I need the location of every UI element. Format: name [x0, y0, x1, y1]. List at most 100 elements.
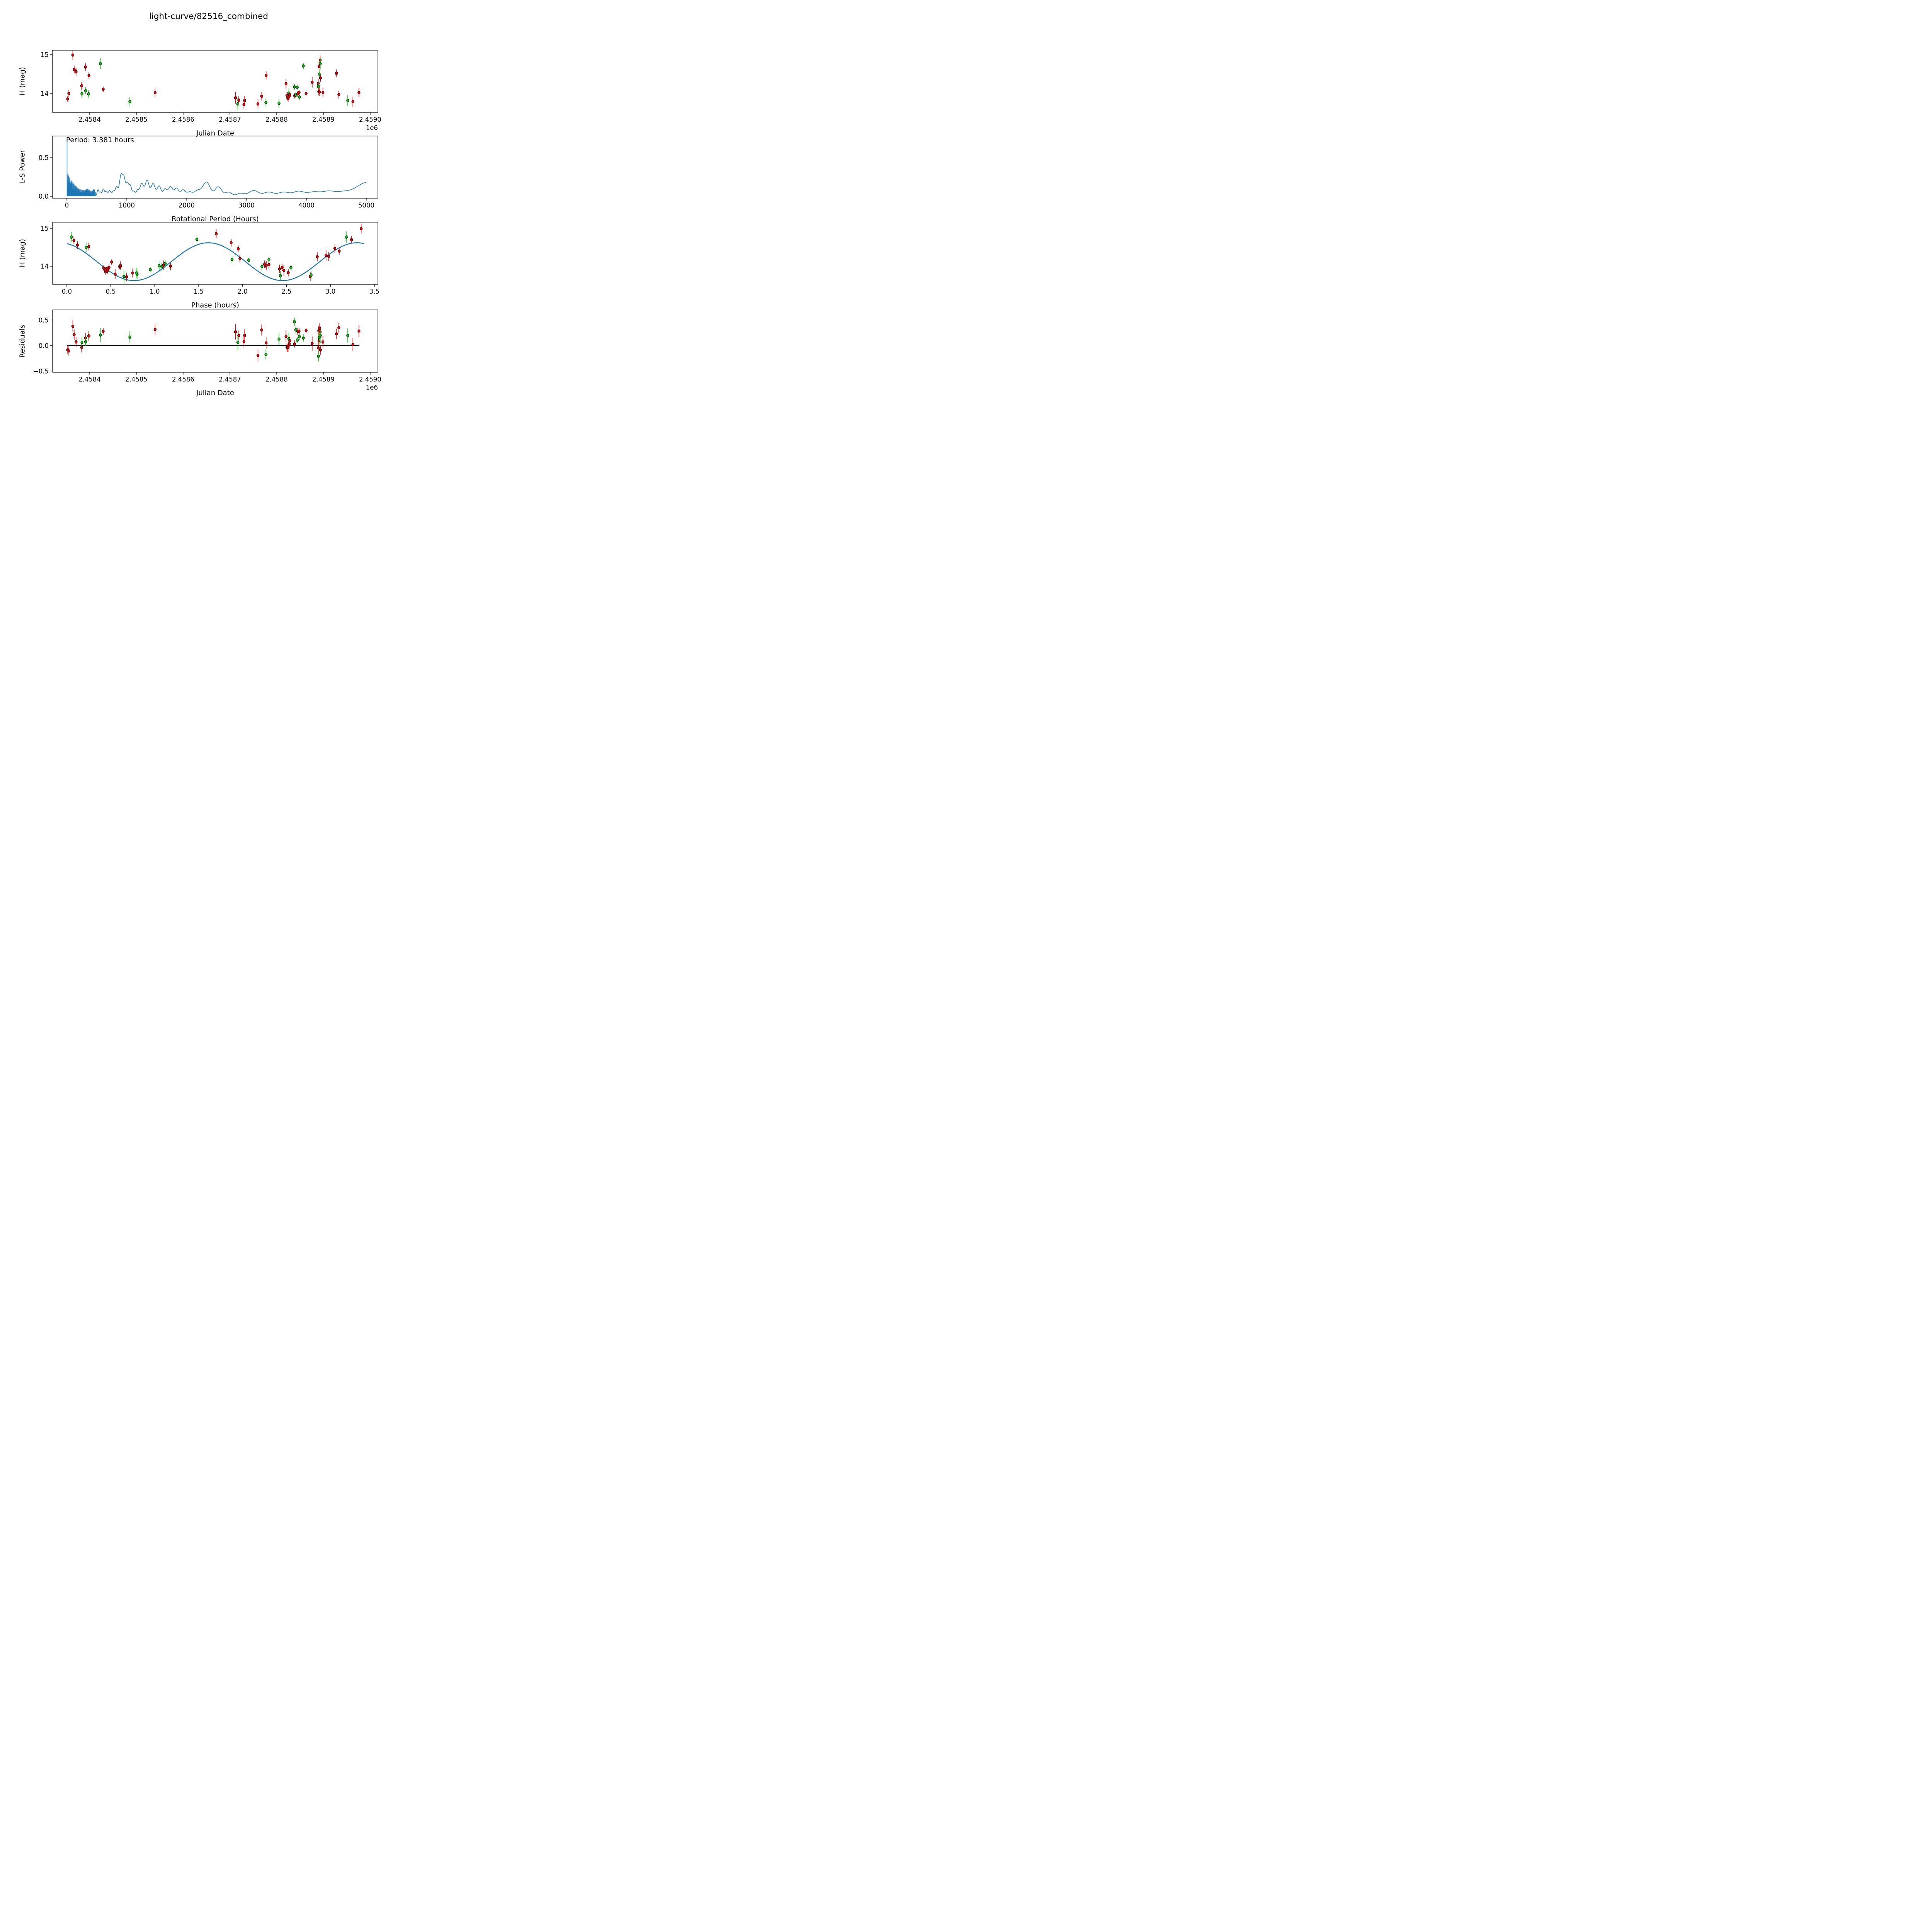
data-point [293, 320, 296, 323]
data-point [311, 80, 314, 84]
data-point [84, 65, 87, 69]
data-point [102, 330, 105, 333]
jd-mag-xticks: 2.4584 2.4585 2.4586 2.4587 2.4588 2.4589 2.45… [78, 112, 381, 123]
data-point [230, 241, 233, 245]
periodogram-frame [52, 136, 378, 199]
data-point [277, 337, 281, 341]
y-tick-label: 15 [41, 225, 49, 232]
data-point [122, 275, 126, 278]
residuals-frame [52, 310, 378, 373]
x-tick-label: 2.5 [281, 288, 291, 295]
y-tick-label: 0.5 [39, 154, 49, 162]
x-tick-label: 2.4587 [219, 376, 241, 383]
phase-mag-points [70, 224, 363, 283]
xlabel-phase-hours: Phase (hours) [191, 301, 240, 310]
data-point [70, 235, 73, 239]
data-point [153, 91, 157, 95]
data-point [87, 334, 90, 338]
x-tick-label: 1000 [119, 202, 135, 209]
data-point [302, 64, 305, 68]
x-tick-label: 2.4589 [312, 116, 335, 123]
data-point [256, 102, 260, 106]
x-tick-label: 2.4589 [312, 376, 335, 383]
data-point [73, 68, 76, 71]
data-point [243, 99, 246, 102]
data-point [288, 339, 291, 343]
x-tick-label: 3.5 [369, 288, 379, 295]
data-point [287, 271, 290, 274]
data-point [260, 265, 264, 269]
data-point [128, 335, 131, 339]
x-tick-label: 2.4588 [265, 376, 288, 383]
data-point [335, 71, 338, 75]
x-tick-label: 2.4590 [359, 116, 381, 123]
data-point [260, 94, 263, 98]
data-point [162, 263, 165, 267]
data-point [267, 263, 270, 267]
data-point [237, 98, 240, 102]
x-offset-1e6-top: 1e6 [366, 124, 378, 132]
xlabel-julian-date-bottom: Julian Date [196, 389, 234, 397]
data-point [278, 267, 281, 271]
xlabel-julian-date-top: Julian Date [196, 129, 234, 138]
data-point [351, 100, 354, 104]
data-point [286, 346, 290, 349]
data-point [304, 328, 308, 332]
data-point [325, 253, 328, 257]
x-tick-label: 2.4588 [265, 116, 288, 123]
data-point [214, 232, 218, 235]
data-point [357, 329, 361, 333]
x-tick-label: 3000 [238, 202, 255, 209]
data-point [260, 328, 263, 332]
data-point [75, 340, 78, 344]
period-annotation: Period: 3.381 hours [66, 136, 134, 144]
data-point [279, 274, 282, 277]
data-point [311, 342, 314, 345]
y-tick-label: −0.5 [33, 367, 49, 375]
data-point [102, 266, 105, 270]
data-point [158, 264, 161, 268]
data-point [73, 333, 76, 337]
data-point [298, 95, 301, 99]
y-tick-label: 0.0 [39, 342, 49, 349]
y-tick-label: 0.0 [39, 193, 49, 200]
residuals-xticks: 2.4584 2.4585 2.4586 2.4587 2.4588 2.4589 2.45… [78, 372, 381, 383]
x-tick-label: 2.4586 [172, 116, 194, 123]
data-point [294, 328, 298, 332]
data-point [80, 92, 83, 96]
data-point [76, 243, 79, 247]
data-point [265, 341, 268, 345]
data-point [302, 336, 305, 340]
data-point [296, 338, 299, 342]
x-tick-label: 2.4584 [78, 376, 101, 383]
data-point [238, 257, 242, 260]
data-point [317, 346, 320, 350]
data-point [169, 264, 172, 268]
data-point [281, 265, 284, 269]
data-point [236, 340, 240, 344]
data-point [128, 100, 131, 104]
chart-canvas: 2.4584 2.4585 2.4586 2.4587 2.4588 2.4589 2.45… [33, 50, 381, 383]
data-point [267, 258, 270, 262]
data-point [318, 327, 321, 330]
data-point [110, 260, 113, 264]
data-point [284, 82, 287, 86]
data-point [289, 266, 293, 270]
x-tick-label: 2.4584 [78, 116, 101, 123]
data-point [298, 90, 301, 94]
residuals-yticks: 0.5 0.0 −0.5 [33, 316, 53, 375]
y-tick-label: 0.5 [39, 316, 49, 324]
jd-mag-axes [52, 50, 378, 113]
y-tick-label: 14 [41, 90, 49, 97]
x-tick-label: 5000 [358, 202, 374, 209]
x-tick-label: 4000 [298, 202, 315, 209]
data-point [319, 348, 322, 352]
data-point [80, 340, 83, 344]
data-point [84, 340, 87, 344]
x-tick-label: 1.5 [194, 288, 204, 295]
data-point [357, 91, 361, 95]
data-point [284, 335, 287, 338]
data-point [345, 235, 348, 239]
residual-points [66, 317, 361, 362]
